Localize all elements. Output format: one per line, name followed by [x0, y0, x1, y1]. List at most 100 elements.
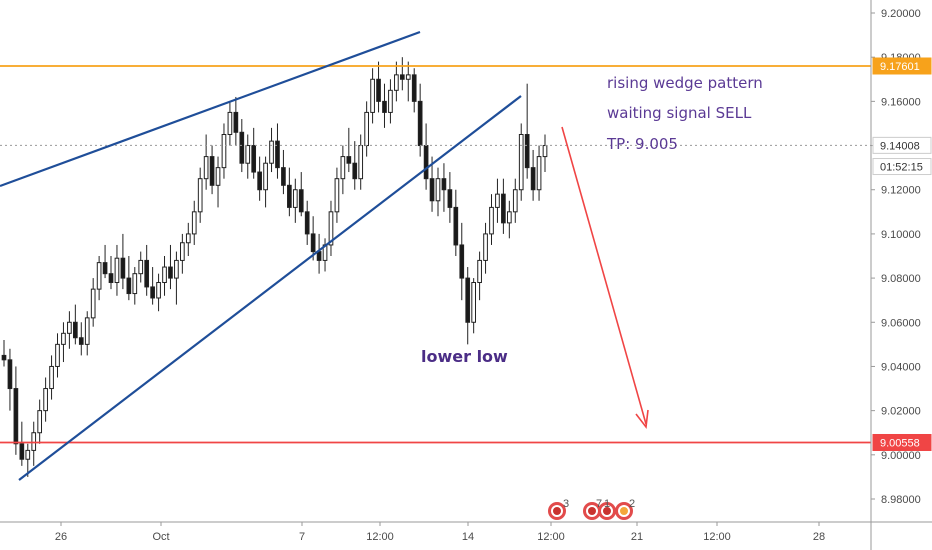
candle	[43, 377, 48, 422]
svg-text:9.00558: 9.00558	[880, 437, 920, 449]
candle	[203, 134, 209, 190]
candle	[287, 167, 292, 217]
y-tick-label: 9.20000	[881, 8, 921, 20]
x-tick-label: 28	[813, 531, 825, 543]
candle	[215, 156, 221, 208]
candle	[114, 244, 120, 296]
candle	[120, 233, 126, 290]
candle	[13, 366, 19, 455]
candle	[471, 278, 477, 334]
candle	[495, 178, 500, 223]
candle	[144, 244, 150, 296]
candle	[382, 83, 387, 128]
candle	[530, 149, 536, 201]
candle	[132, 267, 138, 305]
candle	[150, 267, 155, 305]
svg-text:9.17601: 9.17601	[880, 61, 920, 73]
candle	[281, 149, 286, 195]
candle	[328, 200, 334, 256]
candle	[483, 222, 488, 274]
candle	[518, 123, 524, 201]
candle	[269, 127, 274, 173]
wedge-upper-trendline[interactable]	[0, 30, 421, 188]
candle	[168, 244, 173, 290]
x-tick-label: 7	[299, 531, 305, 543]
y-tick-label: 9.10000	[881, 229, 921, 241]
y-tick-label: 9.16000	[881, 96, 921, 108]
candle	[185, 222, 191, 256]
svg-text:2: 2	[629, 498, 635, 510]
event-flag-icon[interactable]: 1	[598, 498, 616, 520]
candle	[7, 348, 13, 411]
candle	[245, 134, 251, 179]
candle	[96, 256, 102, 301]
candle	[221, 123, 227, 179]
candle	[84, 311, 90, 356]
price-tag: 9.17601	[872, 57, 932, 75]
wedge-lower-trendline[interactable]	[18, 95, 522, 481]
x-tick-label: 26	[55, 531, 67, 543]
candle	[49, 355, 54, 400]
candle	[447, 172, 453, 223]
svg-text:7: 7	[596, 498, 602, 510]
price-tag: 9.14008	[872, 136, 932, 154]
y-tick-label: 9.12000	[881, 185, 921, 197]
candle	[263, 156, 268, 208]
candle	[72, 304, 78, 345]
candle	[411, 68, 417, 113]
candle	[524, 83, 530, 179]
candle	[1, 339, 7, 367]
x-tick-label: 14	[462, 531, 474, 543]
price-tag: 01:52:15	[872, 158, 932, 176]
candle	[37, 399, 43, 444]
candle	[55, 333, 60, 378]
note-waiting-signal: waiting signal SELL	[607, 104, 752, 122]
note-rising-wedge: rising wedge pattern	[607, 74, 763, 92]
candle	[126, 256, 132, 301]
event-flag-icon[interactable]: 7	[583, 498, 602, 520]
candle	[257, 156, 262, 201]
candle	[465, 267, 471, 345]
candle	[435, 167, 441, 217]
candle	[429, 156, 435, 212]
candle	[441, 163, 447, 212]
candle	[275, 123, 280, 179]
svg-text:9.14008: 9.14008	[880, 140, 920, 152]
candle	[501, 178, 506, 234]
note-tp: TP: 9.005	[606, 135, 678, 153]
candle	[370, 68, 375, 124]
x-tick-label: 12:00	[537, 531, 565, 543]
candle	[31, 421, 37, 466]
candle	[334, 167, 340, 223]
event-flag-icon[interactable]: 3	[548, 498, 569, 520]
candle	[19, 421, 25, 466]
x-tick-label: Oct	[152, 531, 169, 543]
candle	[191, 200, 197, 245]
candle	[477, 251, 482, 301]
candle	[61, 322, 66, 363]
candle	[78, 322, 84, 356]
svg-text:1: 1	[604, 498, 610, 510]
note-lower-low: lower low	[421, 347, 508, 366]
y-tick-label: 8.98000	[881, 494, 921, 506]
y-tick-label: 9.06000	[881, 317, 921, 329]
candle	[156, 273, 161, 312]
candle	[233, 96, 239, 146]
event-flag-icon[interactable]: 2	[615, 498, 635, 520]
candle	[376, 61, 381, 113]
candle	[298, 172, 304, 217]
svg-text:01:52:15: 01:52:15	[880, 162, 923, 174]
candle	[459, 222, 465, 301]
candle	[310, 216, 316, 261]
candle	[453, 189, 459, 256]
candle	[25, 443, 31, 477]
candle	[251, 127, 257, 179]
candle	[489, 194, 494, 245]
y-tick-label: 9.04000	[881, 361, 921, 373]
candle	[536, 145, 542, 201]
x-tick-label: 12:00	[703, 531, 731, 543]
candle	[180, 233, 185, 274]
y-tick-label: 9.08000	[881, 273, 921, 285]
